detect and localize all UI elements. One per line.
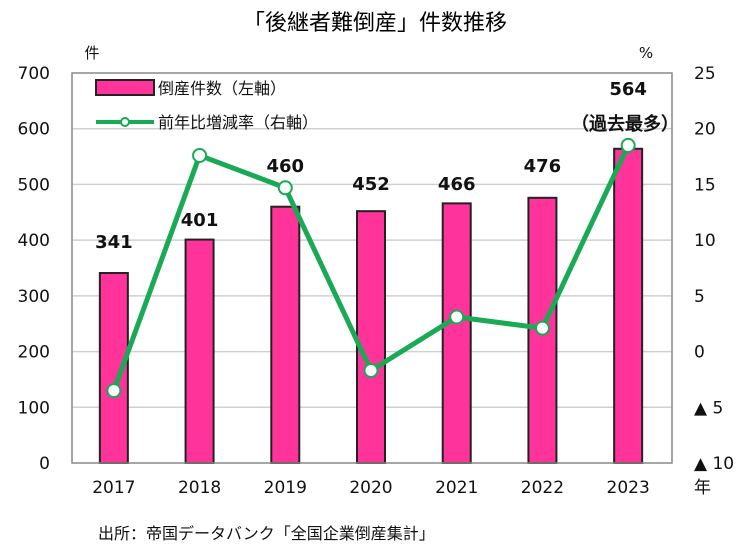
bar-value-label: 476 — [524, 156, 562, 177]
right-axis-unit: % — [639, 44, 653, 62]
x-tick-label: 2019 — [264, 478, 307, 498]
bar-series — [98, 147, 644, 465]
record-annotation: （過去最多） — [571, 113, 679, 135]
x-tick-label: 2022 — [521, 478, 564, 498]
bar-value-label: 452 — [352, 174, 390, 195]
right-tick-label: 15 — [694, 175, 716, 195]
line-point — [192, 147, 208, 163]
chart-title: 「後継者難倒産」件数推移 — [243, 11, 507, 36]
data-labels: 341 401 460 452 466 476 564 — [95, 79, 647, 253]
legend-line-marker — [120, 117, 130, 127]
bar — [613, 147, 644, 464]
right-tick-label: ▲ 10 — [694, 454, 734, 474]
x-axis-unit: 年 — [694, 478, 711, 498]
line-point — [620, 137, 636, 153]
bar-value-label: 466 — [438, 174, 476, 195]
left-tick-label: 400 — [18, 231, 50, 251]
legend: 倒産件数（左軸） 前年比増減率（右軸） — [95, 79, 318, 132]
x-tick-label: 2020 — [349, 478, 392, 498]
right-tick-label: 10 — [694, 231, 716, 251]
x-tick-label: 2023 — [607, 478, 650, 498]
left-tick-label: 300 — [18, 287, 50, 307]
right-tick-label: 0 — [694, 343, 705, 363]
axes: 0 100 200 300 400 500 600 700 ▲ 10 ▲ 5 0 5 10 15 20 25 2… — [18, 64, 735, 498]
line-point — [449, 309, 465, 325]
legend-line-label: 前年比増減率（右軸） — [158, 113, 318, 132]
left-tick-label: 100 — [18, 398, 50, 418]
bar — [356, 210, 386, 464]
line-point — [534, 320, 550, 336]
right-tick-label: 5 — [694, 287, 705, 307]
right-tick-label: ▲ 5 — [694, 398, 723, 418]
bar — [441, 202, 472, 464]
left-axis-unit: 件 — [84, 44, 99, 62]
bar-value-label: 460 — [266, 156, 304, 177]
left-tick-label: 700 — [18, 64, 50, 84]
left-tick-label: 0 — [39, 454, 50, 474]
line-point — [277, 180, 293, 196]
bar — [184, 238, 215, 464]
bar — [270, 205, 301, 464]
right-tick-label: 25 — [694, 64, 716, 84]
bar-value-label: 341 — [95, 232, 133, 253]
bar-value-label: 564 — [609, 79, 647, 100]
line-point — [106, 383, 122, 399]
right-tick-label: 20 — [694, 120, 716, 140]
left-tick-label: 200 — [18, 343, 50, 363]
source-note: 出所：帝国データバンク「全国企業倒産集計」 — [98, 524, 435, 543]
plot-frame — [71, 72, 673, 464]
legend-bar-swatch — [95, 79, 155, 96]
line-series — [106, 137, 636, 399]
legend-bar-label: 倒産件数（左軸） — [158, 79, 286, 98]
left-tick-label: 600 — [18, 120, 50, 140]
bar-value-label: 401 — [181, 210, 219, 231]
x-tick-label: 2018 — [178, 478, 221, 498]
x-tick-label: 2017 — [92, 478, 135, 498]
x-tick-label: 2021 — [435, 478, 478, 498]
line-point — [363, 363, 379, 379]
left-tick-label: 500 — [18, 175, 50, 195]
